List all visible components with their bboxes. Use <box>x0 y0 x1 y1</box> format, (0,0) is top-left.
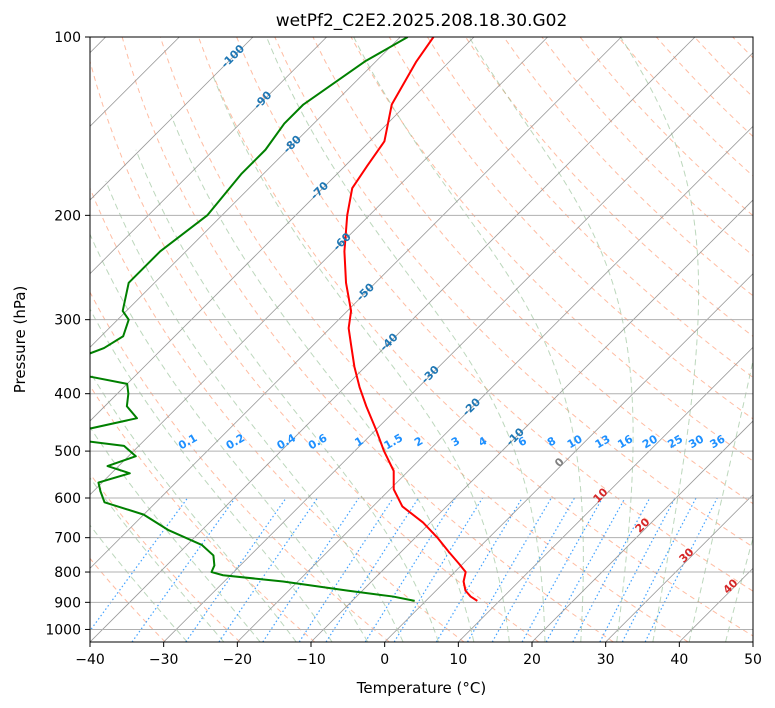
dry-adiabat-line <box>350 37 753 462</box>
isotherm-line <box>90 37 254 201</box>
moist-adiabat-line <box>90 370 297 642</box>
moist-adiabat-line <box>90 476 225 642</box>
x-tick-label: 40 <box>670 652 688 668</box>
x-tick-label: −40 <box>75 652 105 668</box>
y-tick-label: 700 <box>54 531 81 547</box>
moist-adiabat-line <box>688 358 753 642</box>
mixing-ratio-line <box>262 497 360 642</box>
mixing-ratio-line <box>572 497 651 642</box>
profile-series <box>90 37 478 602</box>
isotherm-line <box>605 494 753 642</box>
moist-adiabat-line <box>620 37 700 642</box>
isotherm-line <box>90 37 401 348</box>
y-axis-ticks: 100 200 300 400 500 600 700 800 900 1000 <box>45 30 90 638</box>
y-tick-label: 600 <box>54 491 81 507</box>
y-tick-label: 400 <box>54 387 81 403</box>
y-tick-label: 300 <box>54 313 81 329</box>
dry-adiabat-line <box>90 59 540 642</box>
dry-adiabat-line <box>274 37 753 548</box>
moist-adiabat-line <box>725 536 753 642</box>
x-tick-label: −20 <box>223 652 253 668</box>
moist-adiabat-line <box>105 180 404 642</box>
moist-adiabat-line <box>90 524 188 642</box>
isotherm-line <box>163 52 753 642</box>
isotherm-line <box>384 273 753 642</box>
dry-adiabat-line <box>236 37 753 592</box>
isotherm-line <box>90 37 696 642</box>
y-axis-label: Pressure (hPa) <box>11 286 29 394</box>
mixing-ratio-line <box>435 497 523 642</box>
mixing-ratio-line <box>599 497 676 642</box>
x-tick-label: −10 <box>296 652 326 668</box>
reference-lines <box>90 37 753 642</box>
x-tick-label: −30 <box>149 652 179 668</box>
y-tick-label: 900 <box>54 595 81 611</box>
dry-adiabat-line <box>90 384 316 642</box>
isotherm-line <box>90 37 622 569</box>
dry-adiabat-line <box>465 37 753 337</box>
x-tick-label: 10 <box>449 652 467 668</box>
isotherm-line <box>90 37 548 496</box>
x-tick-label: 50 <box>744 652 762 668</box>
mixing-ratio-line <box>131 497 236 642</box>
moist-adiabat-line <box>90 426 261 642</box>
moist-adiabat-line <box>266 37 546 642</box>
isotherm-line <box>458 346 753 642</box>
moist-adiabat-line <box>90 233 369 642</box>
y-tick-label: 200 <box>54 208 81 224</box>
mixing-ratio-line <box>393 497 484 642</box>
moist-adiabat-line <box>90 308 333 642</box>
x-tick-label: 30 <box>597 652 615 668</box>
y-tick-label: 1000 <box>45 622 81 638</box>
temperature-line <box>343 37 478 602</box>
moist-adiabat-line <box>170 114 475 642</box>
y-tick-label: 100 <box>54 30 81 46</box>
isotherm-line <box>237 125 753 642</box>
isotherm-line <box>90 37 475 422</box>
isotherm-line <box>310 199 753 642</box>
mixing-ratio-line <box>545 497 626 642</box>
chart-title: wetPf2_C2E2.2025.208.18.30.G02 <box>276 11 568 31</box>
mixing-ratio-line <box>644 497 718 642</box>
x-axis-label: Temperature (°C) <box>356 679 486 697</box>
plot-frame <box>89 36 754 643</box>
dry-adiabat-line <box>159 37 689 642</box>
y-tick-label: 500 <box>54 444 81 460</box>
dry-adiabat-line <box>388 37 753 420</box>
moist-adiabat-line <box>353 37 584 642</box>
isotherm-line <box>90 37 327 275</box>
dry-adiabat-line <box>312 37 753 505</box>
x-tick-label: 0 <box>380 652 389 668</box>
isotherm-line <box>531 420 753 642</box>
x-tick-label: 20 <box>523 652 541 668</box>
x-axis-ticks: −40 −30 −20 −10 0 10 20 30 40 50 <box>75 642 762 668</box>
grid-lines <box>90 37 753 642</box>
y-tick-label: 800 <box>54 565 81 581</box>
mixing-ratio-line <box>621 497 697 642</box>
dry-adiabat-line <box>90 557 166 642</box>
dewpoint-line <box>90 37 415 602</box>
moist-adiabat-line <box>468 37 634 642</box>
dry-adiabat-line <box>90 291 390 642</box>
mixing-ratio-line <box>364 497 456 642</box>
moist-adiabat-line <box>211 72 510 642</box>
dry-adiabat-line <box>121 37 614 642</box>
dry-adiabat-line <box>503 37 753 297</box>
